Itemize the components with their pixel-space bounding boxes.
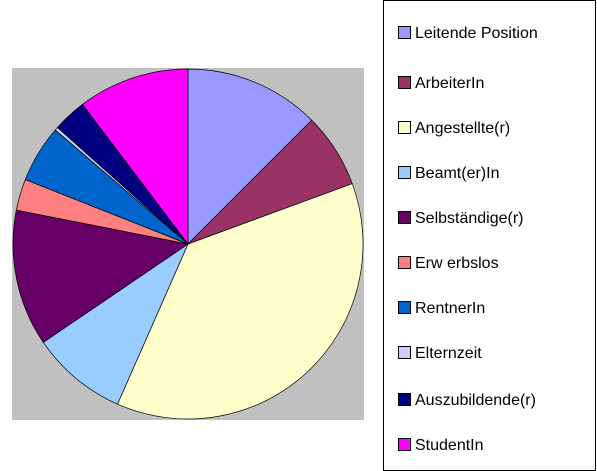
- legend-label: Selbständige(r): [415, 210, 524, 227]
- legend-label: StudentIn: [415, 437, 484, 454]
- legend-label: Leitende Position: [415, 25, 538, 42]
- legend-label: ArbeiterIn: [415, 75, 484, 92]
- legend-swatch: [398, 166, 411, 179]
- legend-swatch: [398, 438, 411, 451]
- legend-swatch: [398, 26, 411, 39]
- legend-label: Elternzeit: [415, 345, 482, 362]
- pie-slice: [117, 183, 364, 420]
- pie-slice: [81, 68, 189, 246]
- legend-label: Angestellte(r): [415, 120, 510, 137]
- legend-box: [383, 0, 596, 471]
- legend-label: Beamt(er)In: [415, 165, 499, 182]
- legend-swatch: [398, 301, 411, 314]
- legend-label: Auszubildende(r): [415, 392, 536, 409]
- legend-swatch: [398, 211, 411, 224]
- legend-swatch: [398, 76, 411, 89]
- pie-slice: [42, 243, 189, 405]
- legend-label: Erw erbslos: [415, 255, 499, 272]
- legend-swatch: [398, 393, 411, 406]
- legend-label: RentnerIn: [415, 300, 485, 317]
- legend-swatch: [398, 346, 411, 359]
- legend-swatch: [398, 256, 411, 269]
- legend-swatch: [398, 121, 411, 134]
- pie-slice: [12, 209, 189, 343]
- pie-slice: [187, 68, 313, 245]
